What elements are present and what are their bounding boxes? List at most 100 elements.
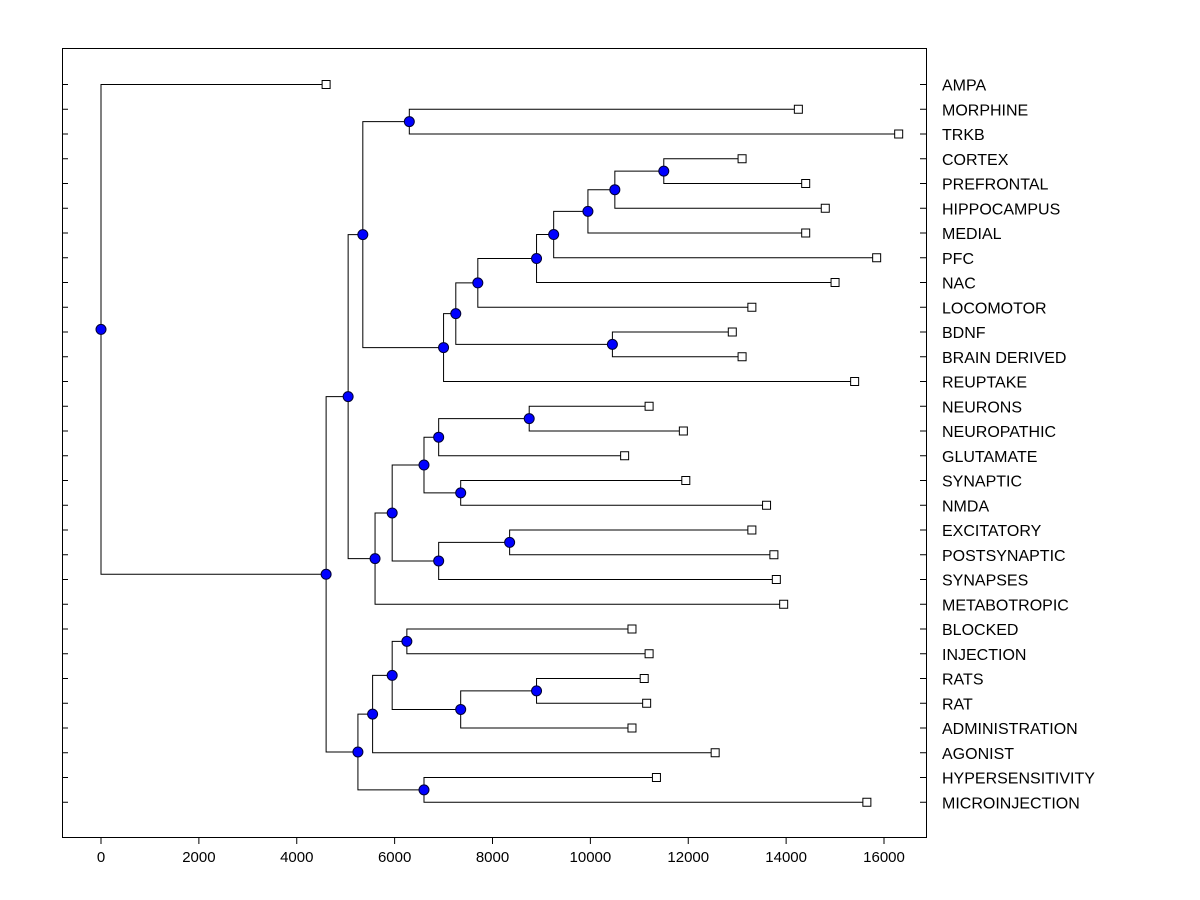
edge-n12-n13 xyxy=(374,512,393,559)
leaf-label: NMDA xyxy=(942,498,989,515)
leaf-marker xyxy=(620,451,630,461)
leaf-label: CORTEX xyxy=(942,152,1009,169)
edge-n5-L2 xyxy=(408,121,899,135)
leaf-marker xyxy=(850,377,860,386)
cluster-node xyxy=(504,536,516,548)
leaf-label: MEDIAL xyxy=(942,226,1002,243)
cluster-node xyxy=(609,184,621,196)
edge-n20-n21 xyxy=(357,713,373,752)
leaf-marker xyxy=(793,104,803,114)
edge-n21-n22 xyxy=(372,674,393,715)
leaf-label: AMPA xyxy=(942,78,986,95)
leaf-label: BRAIN DERIVED xyxy=(942,350,1066,367)
edge-n10-L7 xyxy=(553,234,877,259)
cluster-node xyxy=(418,459,430,471)
leaf-label: POSTSYNAPTIC xyxy=(942,548,1066,565)
leaf-marker xyxy=(321,80,331,89)
edge-n20-n25 xyxy=(357,751,424,791)
edge-n8-n9 xyxy=(477,258,537,283)
edge-n11-L10 xyxy=(611,331,733,345)
cluster-node xyxy=(433,431,445,443)
leaf-label: RAT xyxy=(942,696,973,713)
leaf-marker xyxy=(894,129,904,139)
leaf-marker xyxy=(644,401,654,411)
edge-n22-n23 xyxy=(391,640,407,676)
leaf-label: ADMINISTRATION xyxy=(942,721,1078,738)
edge-n13-n14 xyxy=(391,464,424,513)
edge-n24a-L25 xyxy=(536,690,647,704)
leaf-label: LOCOMOTOR xyxy=(942,300,1047,317)
edge-n25-L29 xyxy=(423,789,867,803)
edge-n9-n10 xyxy=(536,234,554,259)
cluster-node xyxy=(369,553,381,565)
edge-n3-n4 xyxy=(347,234,363,397)
leaf-label: EXCITATORY xyxy=(942,523,1042,540)
edge-n10c-L4 xyxy=(663,171,806,184)
leaf-label: SYNAPSES xyxy=(942,573,1028,590)
nodes-layer xyxy=(95,116,670,796)
edge-n23-L23 xyxy=(406,641,650,655)
edge-n22-n24 xyxy=(391,675,461,710)
leaf-label: SYNAPTIC xyxy=(942,474,1022,491)
leaf-label: REUPTAKE xyxy=(942,375,1027,392)
cluster-node xyxy=(472,277,484,289)
edge-n7-n8 xyxy=(455,282,478,314)
x-tick-label: 6000 xyxy=(378,849,411,866)
cluster-node xyxy=(386,507,398,519)
edge-n25-L28 xyxy=(423,777,657,790)
cluster-node xyxy=(455,487,467,499)
edge-n2-n20 xyxy=(325,574,358,753)
leaf-marker xyxy=(627,723,637,733)
cluster-node xyxy=(450,308,462,320)
x-tick-label: 8000 xyxy=(476,849,509,866)
leaf-marker xyxy=(642,698,652,708)
edge-n24-n24a xyxy=(460,690,537,710)
x-tick-label: 16000 xyxy=(863,849,905,866)
leaf-marker xyxy=(747,302,757,312)
leaf-label: TRKB xyxy=(942,127,985,144)
edge-n4-n6 xyxy=(362,234,444,349)
cluster-node xyxy=(95,323,107,335)
cluster-node xyxy=(433,555,445,567)
leaf-marker xyxy=(644,649,654,659)
edge-n10-n10a xyxy=(553,210,588,235)
leaf-marker xyxy=(769,550,779,560)
edge-n16-L14 xyxy=(528,418,684,432)
edge-n23-L22 xyxy=(406,628,632,642)
edge-n19-L18 xyxy=(509,529,752,543)
x-tick-label: 12000 xyxy=(667,849,709,866)
edge-n10a-L6 xyxy=(587,211,806,234)
edge-n9-L8 xyxy=(536,258,836,283)
edge-n10c-L3 xyxy=(663,158,743,172)
edge-n18-L20 xyxy=(438,560,777,580)
leaf-marker xyxy=(872,253,882,263)
cluster-node xyxy=(386,669,398,681)
leaf-marker xyxy=(762,500,772,510)
cluster-node xyxy=(455,703,467,715)
edge-n10b-n10c xyxy=(614,170,664,190)
edge-n4-n5 xyxy=(362,121,410,235)
edge-n5-L1 xyxy=(408,108,799,122)
edge-n14-n17 xyxy=(423,465,461,494)
leaf-label: PFC xyxy=(942,251,974,268)
cluster-node xyxy=(367,708,379,720)
leaf-labels: AMPA MORPHINE TRKB CORTEX PREFRONTAL HIPPOCAM… xyxy=(942,78,1095,813)
leaf-label: HYPERSENSITIVITY xyxy=(942,771,1095,788)
edge-n3-n12 xyxy=(347,396,376,560)
leaf-label: MICROINJECTION xyxy=(942,795,1080,812)
leaf-label: NEURONS xyxy=(942,399,1022,416)
edge-n24a-L24 xyxy=(536,678,645,691)
leaf-marker xyxy=(651,773,661,782)
x-tick-label: 4000 xyxy=(280,849,313,866)
leaf-marker xyxy=(678,426,688,436)
cluster-node xyxy=(418,784,430,796)
leaf-label: PREFRONTAL xyxy=(942,177,1048,194)
cluster-node xyxy=(658,165,670,177)
edge-n7-n11 xyxy=(455,313,613,345)
edge-n12-L21 xyxy=(374,558,784,605)
edge-n24-L26 xyxy=(460,709,632,729)
leaf-label: AGONIST xyxy=(942,746,1014,763)
cluster-node xyxy=(403,116,415,128)
leaf-label: BDNF xyxy=(942,325,986,342)
